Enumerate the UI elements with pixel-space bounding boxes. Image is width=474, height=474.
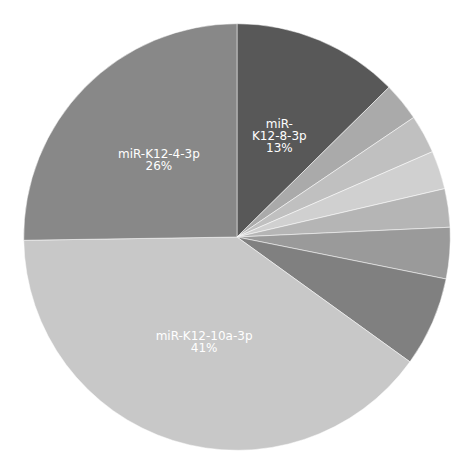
svg-text:miR-K12-4-3p: miR-K12-4-3p [117, 147, 200, 162]
svg-text:26%: 26% [146, 159, 173, 173]
svg-text:K12-8-3p: K12-8-3p [252, 128, 307, 143]
svg-text:miR-: miR- [265, 116, 293, 131]
svg-text:miR-K12-10a-3p: miR-K12-10a-3p [155, 328, 253, 343]
svg-text:41%: 41% [191, 341, 218, 355]
svg-text:13%: 13% [266, 141, 293, 155]
